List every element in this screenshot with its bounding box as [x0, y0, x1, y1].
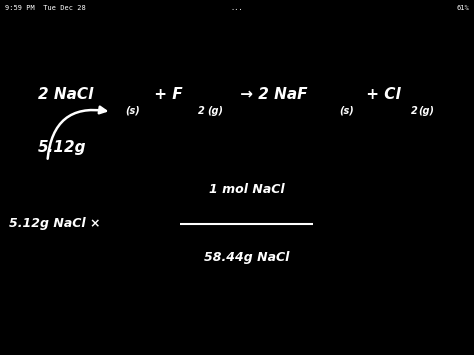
- Text: 2 NaCl: 2 NaCl: [38, 87, 93, 102]
- Text: (s): (s): [126, 105, 140, 116]
- Text: 5.12g: 5.12g: [38, 140, 86, 155]
- Text: 2: 2: [410, 105, 417, 116]
- Text: 58.44g NaCl: 58.44g NaCl: [204, 251, 289, 264]
- Text: (g): (g): [208, 105, 224, 116]
- Text: (s): (s): [339, 105, 354, 116]
- Text: 9:59 PM  Tue Dec 28: 9:59 PM Tue Dec 28: [5, 5, 85, 11]
- Text: + Cl: + Cl: [361, 87, 401, 102]
- Text: 2: 2: [198, 105, 205, 116]
- Text: 61%: 61%: [456, 5, 469, 11]
- Text: → 2 NaF: → 2 NaF: [235, 87, 307, 102]
- Text: + F: + F: [149, 87, 183, 102]
- Text: (g): (g): [418, 105, 434, 116]
- Text: ...: ...: [231, 5, 243, 11]
- Text: 5.12g NaCl ×: 5.12g NaCl ×: [9, 217, 101, 230]
- Text: 1 mol NaCl: 1 mol NaCl: [209, 184, 284, 196]
